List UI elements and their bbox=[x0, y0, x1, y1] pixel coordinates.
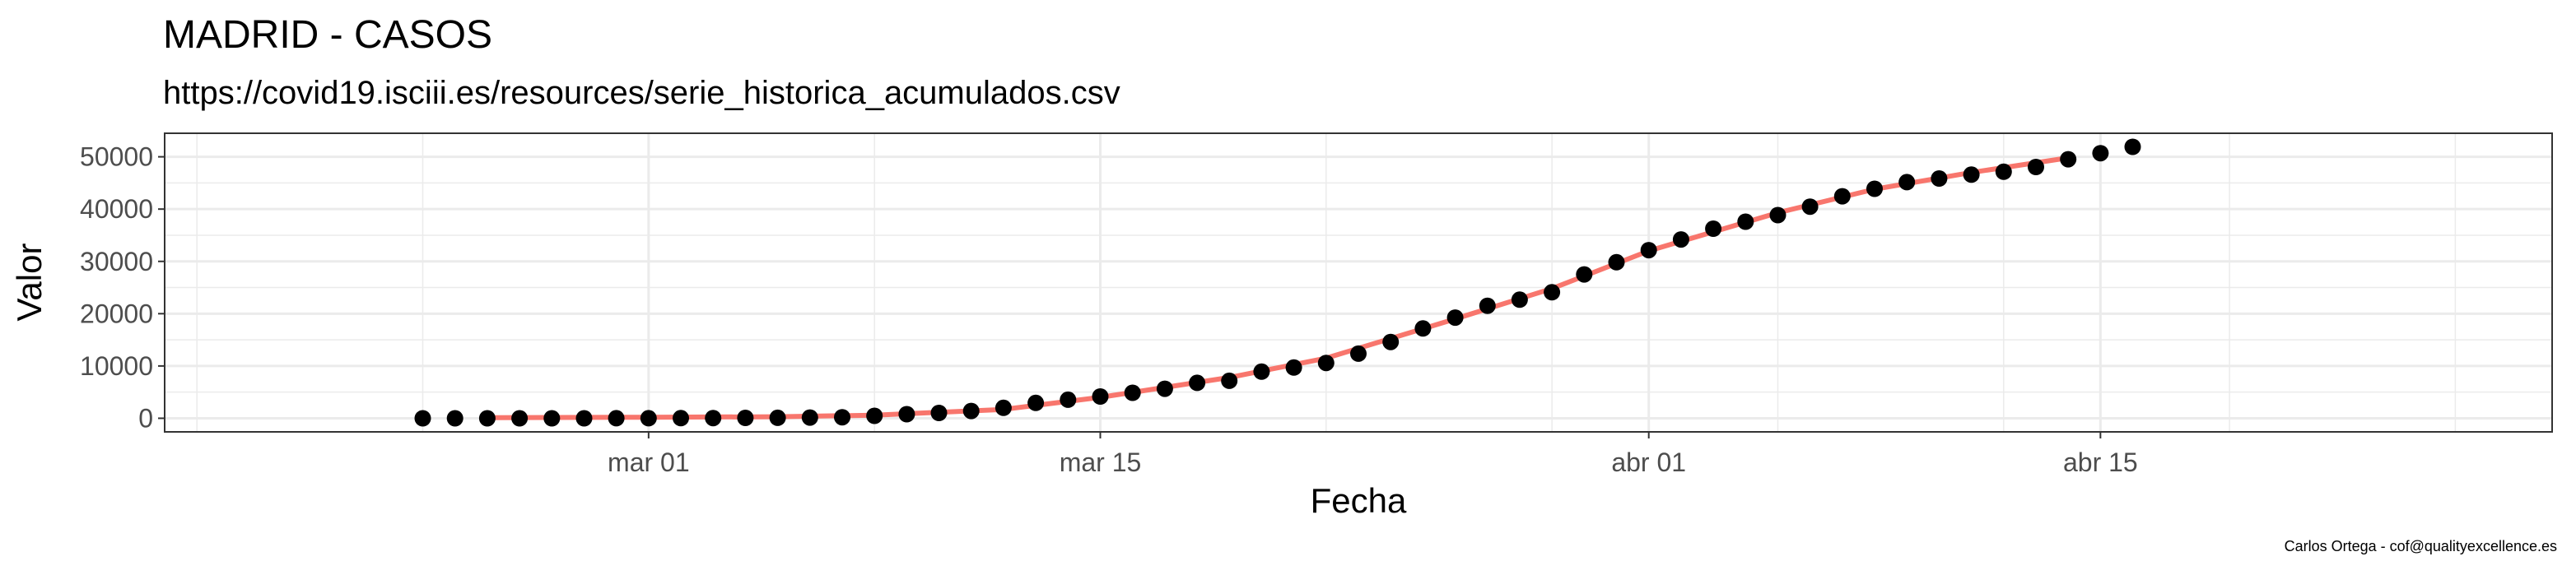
data-point bbox=[801, 409, 818, 426]
data-point bbox=[1931, 170, 1948, 187]
data-point bbox=[1833, 188, 1851, 205]
data-point bbox=[2124, 138, 2141, 155]
data-point bbox=[1640, 242, 1657, 259]
data-point bbox=[2092, 145, 2109, 162]
x-axis-title: Fecha bbox=[1311, 481, 1407, 520]
x-tick-label: abr 01 bbox=[1611, 447, 1686, 477]
x-tick-label: abr 15 bbox=[2063, 447, 2138, 477]
caption: Carlos Ortega - cof@qualityexcellence.es bbox=[2285, 538, 2557, 554]
panel-background bbox=[165, 133, 2552, 432]
data-point bbox=[1189, 374, 1206, 392]
data-point bbox=[673, 410, 689, 427]
data-point bbox=[1350, 345, 1367, 362]
y-axis-title: Valor bbox=[10, 243, 49, 322]
x-tick-label: mar 15 bbox=[1060, 447, 1142, 477]
data-point bbox=[1769, 206, 1786, 224]
data-point bbox=[995, 399, 1012, 416]
data-point bbox=[1156, 380, 1173, 397]
data-point bbox=[1285, 359, 1302, 376]
data-point bbox=[834, 409, 850, 426]
y-tick-label: 10000 bbox=[80, 351, 153, 381]
data-point bbox=[1737, 213, 1754, 230]
data-point bbox=[1382, 333, 1400, 350]
data-point bbox=[866, 407, 883, 424]
data-point bbox=[1608, 253, 1625, 271]
data-point bbox=[1898, 174, 1916, 191]
y-tick-label: 50000 bbox=[80, 142, 153, 172]
point-series bbox=[414, 138, 2141, 427]
data-point bbox=[705, 410, 722, 427]
data-point bbox=[478, 410, 496, 427]
data-point bbox=[962, 402, 980, 420]
chart-subtitle: https://covid19.isciii.es/resources/seri… bbox=[163, 75, 1120, 111]
data-point bbox=[414, 410, 431, 427]
data-point bbox=[1995, 163, 2012, 180]
plot-panel bbox=[164, 132, 2553, 433]
data-point bbox=[1479, 297, 1496, 314]
data-point bbox=[2060, 151, 2077, 168]
chart-title: MADRID - CASOS bbox=[163, 13, 492, 57]
data-point bbox=[737, 410, 754, 426]
data-point bbox=[1866, 180, 1883, 197]
data-point bbox=[898, 406, 915, 423]
y-axis: 0 10000 20000 30000 40000 50000 bbox=[80, 142, 165, 433]
data-point bbox=[446, 410, 463, 427]
y-tick-label: 0 bbox=[138, 403, 153, 433]
data-point bbox=[1253, 363, 1270, 380]
data-point bbox=[543, 410, 561, 427]
data-point bbox=[930, 405, 948, 421]
panel-border bbox=[164, 132, 2553, 433]
data-point bbox=[1221, 372, 1238, 389]
data-point bbox=[1801, 198, 1819, 216]
data-point bbox=[1124, 384, 1141, 401]
data-point bbox=[1963, 166, 1980, 183]
data-point bbox=[1317, 355, 1335, 372]
data-point bbox=[769, 409, 786, 426]
y-tick-label: 20000 bbox=[80, 299, 153, 328]
x-axis: mar 01 mar 15 abr 01 abr 15 bbox=[608, 432, 2138, 477]
x-tick-label: mar 01 bbox=[608, 447, 690, 477]
data-point bbox=[511, 410, 529, 427]
data-point bbox=[1544, 284, 1561, 301]
gridlines bbox=[165, 133, 2552, 432]
data-point bbox=[1511, 291, 1528, 308]
data-point bbox=[575, 410, 593, 427]
data-point bbox=[1576, 266, 1593, 283]
data-point bbox=[640, 410, 657, 427]
data-point bbox=[1446, 309, 1464, 327]
y-tick-label: 30000 bbox=[80, 247, 153, 276]
data-point bbox=[1027, 394, 1045, 411]
data-point bbox=[1092, 388, 1109, 405]
data-point bbox=[1060, 391, 1077, 408]
y-tick-label: 40000 bbox=[80, 194, 153, 224]
data-point bbox=[1414, 320, 1432, 337]
data-point bbox=[608, 410, 625, 427]
data-point bbox=[2028, 159, 2044, 175]
data-point bbox=[1672, 231, 1689, 248]
data-point bbox=[1705, 220, 1722, 237]
